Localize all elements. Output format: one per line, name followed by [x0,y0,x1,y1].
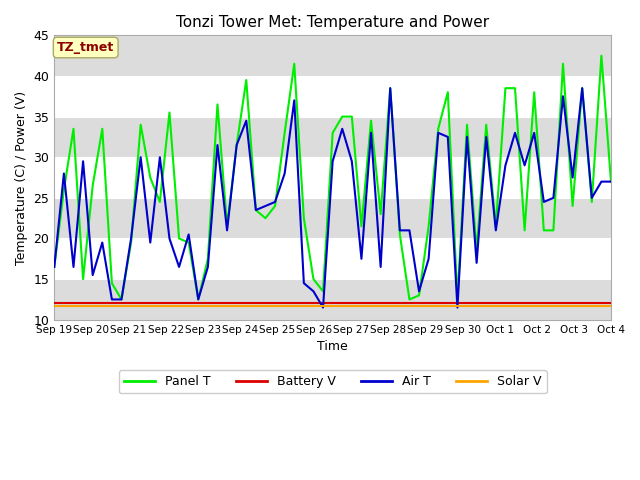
Bar [54,36,611,76]
Title: Tonzi Tower Met: Temperature and Power: Tonzi Tower Met: Temperature and Power [176,15,489,30]
X-axis label: Time: Time [317,340,348,353]
Bar [54,117,611,157]
Text: TZ_tmet: TZ_tmet [57,41,115,54]
Bar [54,279,611,320]
Legend: Panel T, Battery V, Air T, Solar V: Panel T, Battery V, Air T, Solar V [118,370,547,393]
Y-axis label: Temperature (C) / Power (V): Temperature (C) / Power (V) [15,91,28,264]
Bar [54,198,611,239]
